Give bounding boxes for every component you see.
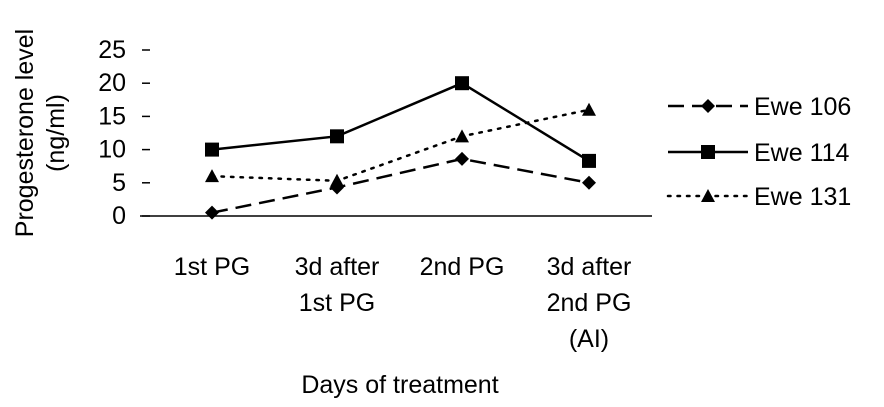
data-point xyxy=(330,129,344,144)
y-tick-label: 0 xyxy=(112,202,126,230)
data-point xyxy=(455,76,469,91)
series-layer xyxy=(205,76,596,220)
data-point xyxy=(205,142,219,157)
data-point xyxy=(330,173,344,187)
data-point xyxy=(582,153,596,168)
x-category-label: 3d after 2nd PG (AI) xyxy=(547,253,632,353)
series-line xyxy=(211,157,590,214)
series-ewe-114 xyxy=(205,76,596,168)
legend-item: Ewe 114 xyxy=(668,139,850,167)
x-category-label-line: 1st PG xyxy=(299,289,375,317)
data-point xyxy=(205,205,219,220)
legend-marker xyxy=(701,189,715,202)
x-category-label: 1st PG xyxy=(174,253,250,281)
y-tick-label: 15 xyxy=(98,102,126,130)
x-category-label-line: 2nd PG xyxy=(547,289,632,317)
x-category-label-line: 3d after xyxy=(295,253,380,281)
x-axis-title: Days of treatment xyxy=(301,371,498,399)
y-tick-label: 10 xyxy=(98,136,126,164)
x-category-label: 3d after 1st PG xyxy=(295,253,380,317)
data-point xyxy=(455,129,469,143)
axes xyxy=(140,49,652,217)
legend-label: Ewe 131 xyxy=(754,183,851,211)
series-line xyxy=(211,81,590,162)
legend-label: Ewe 114 xyxy=(754,139,850,167)
series-ewe-106 xyxy=(205,151,596,220)
series-line xyxy=(210,108,591,183)
legend-marker xyxy=(701,99,715,113)
y-tick-label: 20 xyxy=(98,69,126,97)
data-point xyxy=(582,175,596,190)
y-axis-title-line: (ng/ml) xyxy=(42,94,70,172)
legend-item: Ewe 131 xyxy=(666,183,851,211)
y-tick-label: 5 xyxy=(112,169,126,197)
data-point xyxy=(455,151,469,166)
data-point xyxy=(205,169,219,183)
y-tick-label: 25 xyxy=(98,36,126,64)
x-category-label-line: 3d after xyxy=(547,253,632,281)
y-axis-title-line: Progesterone level xyxy=(11,29,39,237)
data-point xyxy=(582,102,596,116)
legend: Ewe 106 Ewe 114 Ewe 131 xyxy=(666,93,851,211)
legend-label: Ewe 106 xyxy=(754,93,851,121)
series-ewe-131 xyxy=(205,102,596,187)
legend-marker xyxy=(701,145,715,159)
x-category-label-line: (AI) xyxy=(569,325,609,353)
x-category-label: 2nd PG xyxy=(420,253,505,281)
x-category-label-line: 2nd PG xyxy=(420,253,505,281)
legend-item: Ewe 106 xyxy=(668,93,851,121)
x-category-label-line: 1st PG xyxy=(174,253,250,281)
